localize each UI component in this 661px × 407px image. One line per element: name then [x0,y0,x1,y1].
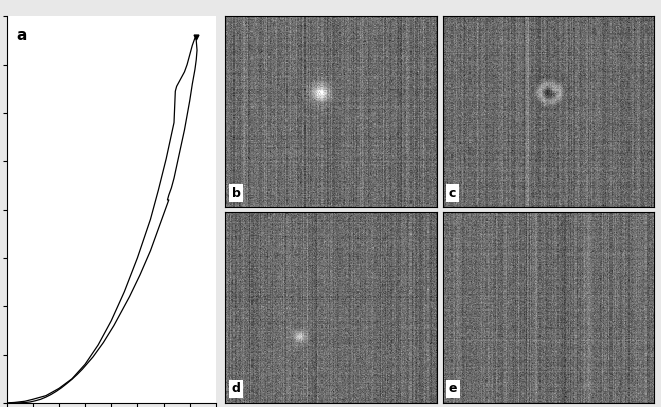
Text: b: b [232,186,241,199]
Text: c: c [449,186,456,199]
Text: e: e [449,382,457,395]
Text: d: d [232,382,241,395]
Text: a: a [17,28,27,44]
